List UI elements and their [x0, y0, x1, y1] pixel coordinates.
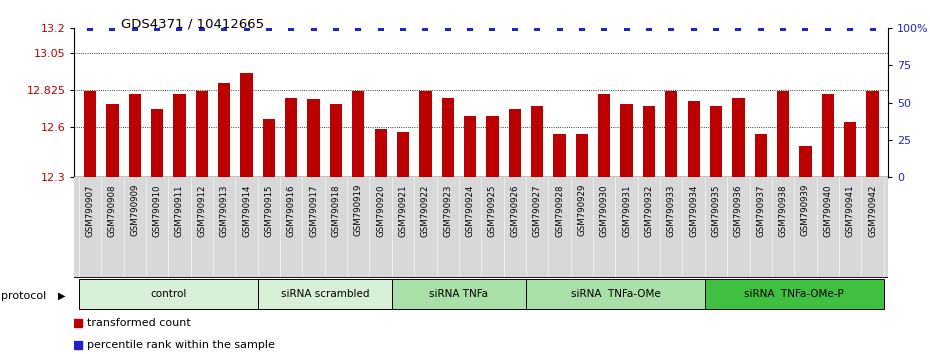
- Bar: [509, 109, 521, 177]
- Bar: [106, 104, 118, 177]
- Bar: [375, 129, 387, 177]
- Text: GSM790941: GSM790941: [845, 184, 855, 236]
- Bar: [240, 73, 253, 177]
- Bar: [705, 279, 884, 309]
- Bar: [754, 134, 767, 177]
- Text: GSM790912: GSM790912: [197, 184, 206, 236]
- Text: GSM790936: GSM790936: [734, 184, 743, 236]
- Bar: [352, 91, 365, 177]
- Text: siRNA  TNFa-OMe: siRNA TNFa-OMe: [570, 289, 660, 299]
- Bar: [392, 279, 526, 309]
- Text: GSM790939: GSM790939: [801, 184, 810, 236]
- Bar: [79, 279, 258, 309]
- Text: GSM790911: GSM790911: [175, 184, 184, 236]
- Text: GSM790917: GSM790917: [309, 184, 318, 236]
- Text: GSM790926: GSM790926: [511, 184, 519, 236]
- Text: GSM790940: GSM790940: [823, 184, 832, 236]
- Text: GSM790942: GSM790942: [868, 184, 877, 236]
- Bar: [330, 104, 342, 177]
- Bar: [687, 101, 699, 177]
- Bar: [620, 104, 632, 177]
- Bar: [173, 95, 186, 177]
- Bar: [598, 95, 610, 177]
- Bar: [263, 119, 275, 177]
- Text: percentile rank within the sample: percentile rank within the sample: [86, 339, 274, 350]
- Text: GSM790923: GSM790923: [444, 184, 452, 236]
- Bar: [777, 91, 790, 177]
- Bar: [442, 98, 454, 177]
- Text: GSM790931: GSM790931: [622, 184, 631, 236]
- Text: GSM790921: GSM790921: [399, 184, 407, 236]
- Bar: [844, 122, 857, 177]
- Bar: [486, 116, 498, 177]
- Text: GSM790909: GSM790909: [130, 184, 140, 236]
- Bar: [218, 83, 231, 177]
- Text: GSM790918: GSM790918: [331, 184, 340, 236]
- Bar: [531, 106, 543, 177]
- Bar: [643, 106, 655, 177]
- Text: GSM790928: GSM790928: [555, 184, 564, 236]
- Text: GSM790933: GSM790933: [667, 184, 676, 236]
- Text: GSM790919: GSM790919: [353, 184, 363, 236]
- Bar: [799, 145, 812, 177]
- Text: GSM790934: GSM790934: [689, 184, 698, 236]
- Bar: [419, 91, 432, 177]
- Text: GSM790920: GSM790920: [376, 184, 385, 236]
- Text: GDS4371 / 10412665: GDS4371 / 10412665: [121, 18, 264, 31]
- Text: GSM790910: GSM790910: [153, 184, 162, 236]
- Text: siRNA  TNFa-OMe-P: siRNA TNFa-OMe-P: [744, 289, 844, 299]
- Text: transformed count: transformed count: [86, 318, 191, 329]
- Bar: [732, 98, 745, 177]
- Text: GSM790938: GSM790938: [778, 184, 788, 236]
- Bar: [710, 106, 723, 177]
- Text: GSM790915: GSM790915: [264, 184, 273, 236]
- Bar: [258, 279, 392, 309]
- Bar: [308, 99, 320, 177]
- Bar: [84, 91, 96, 177]
- Bar: [665, 91, 677, 177]
- Text: GSM790929: GSM790929: [578, 184, 587, 236]
- Text: GSM790907: GSM790907: [86, 184, 95, 236]
- Text: ▶: ▶: [58, 291, 65, 301]
- Text: GSM790935: GSM790935: [711, 184, 721, 236]
- Text: GSM790925: GSM790925: [488, 184, 497, 236]
- Text: GSM790914: GSM790914: [242, 184, 251, 236]
- Bar: [151, 109, 164, 177]
- Text: siRNA scrambled: siRNA scrambled: [281, 289, 369, 299]
- Text: control: control: [150, 289, 187, 299]
- Text: GSM790916: GSM790916: [286, 184, 296, 236]
- Text: GSM790908: GSM790908: [108, 184, 117, 236]
- Text: protocol: protocol: [1, 291, 46, 301]
- Text: GSM790930: GSM790930: [600, 184, 609, 236]
- Text: GSM790937: GSM790937: [756, 184, 765, 236]
- Text: GSM790922: GSM790922: [421, 184, 430, 236]
- Text: GSM790932: GSM790932: [644, 184, 654, 236]
- Bar: [286, 98, 298, 177]
- Bar: [195, 91, 208, 177]
- Bar: [128, 95, 141, 177]
- Text: GSM790913: GSM790913: [219, 184, 229, 236]
- Bar: [821, 95, 834, 177]
- Bar: [526, 279, 705, 309]
- Text: siRNA TNFa: siRNA TNFa: [430, 289, 488, 299]
- Bar: [867, 91, 879, 177]
- Bar: [397, 132, 409, 177]
- Bar: [464, 116, 476, 177]
- Text: GSM790927: GSM790927: [533, 184, 541, 236]
- Bar: [576, 134, 588, 177]
- Text: GSM790924: GSM790924: [466, 184, 474, 236]
- Bar: [553, 134, 565, 177]
